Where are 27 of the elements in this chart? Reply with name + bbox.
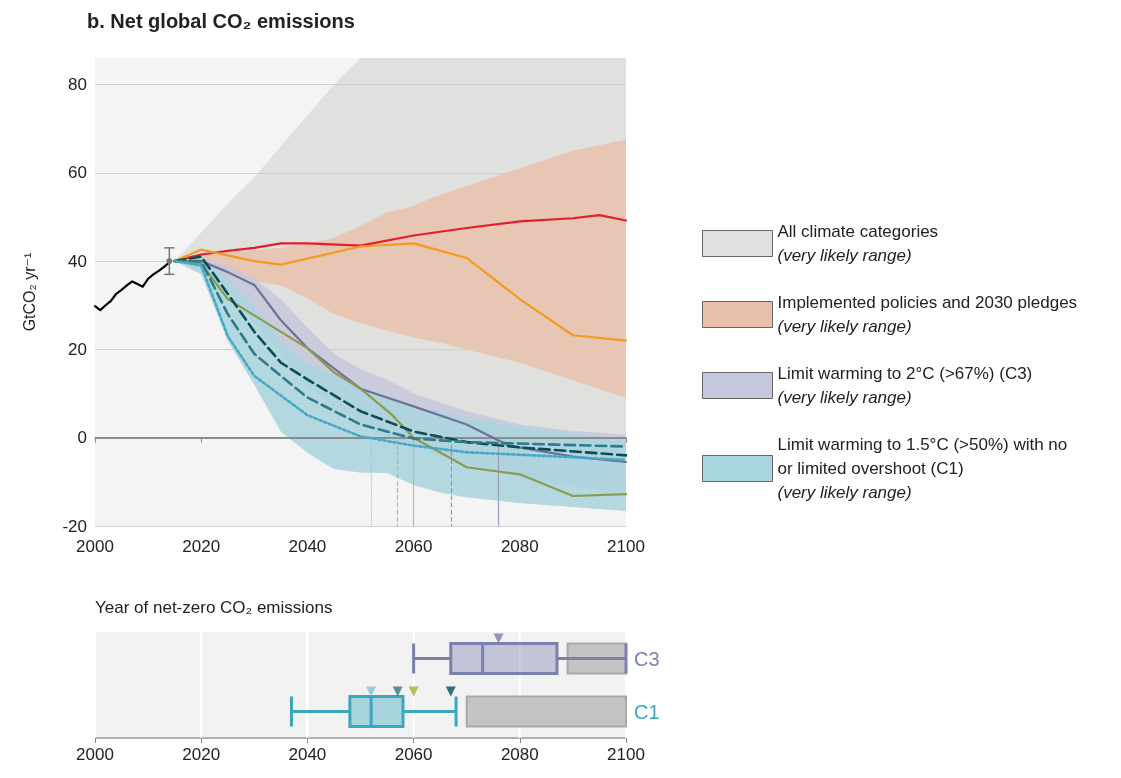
y-tick-label: 20	[68, 339, 87, 359]
y-tick-label: 60	[68, 163, 87, 183]
x-tick-label: 2000	[76, 537, 114, 556]
y-tick-label: C3	[634, 647, 660, 670]
legend-label: Limit warming to 2°C (>67%) (C3) (very likely range)	[777, 364, 1033, 407]
x-tick-label: 2040	[288, 537, 327, 556]
x-tick-label: 2020	[182, 537, 221, 556]
legend-label: All climate categories (very likely range)	[777, 222, 939, 265]
x-tick-label: 2060	[394, 537, 433, 556]
x-tick-label: 2100	[607, 745, 645, 764]
x-tick-label: 2080	[500, 745, 539, 764]
y-tick-label: 80	[68, 74, 87, 94]
y-tick-label: 0	[77, 428, 87, 448]
x-tick-label: 2060	[394, 745, 433, 764]
y-axis-title: GtCO₂ yr⁻¹	[20, 252, 38, 332]
chart-title: Year of net-zero CO₂ emissions	[95, 598, 333, 617]
x-tick-label: 2000	[76, 745, 114, 764]
y-tick-label: -20	[62, 516, 87, 536]
legend-label: Implemented policies and 2030 pledges (very likely range)	[777, 293, 1078, 336]
y-tick-label: 40	[68, 251, 87, 271]
x-tick-label: 2040	[288, 745, 327, 764]
chart-title: b. Net global CO₂ emissions	[87, 10, 355, 32]
legend-label: Limit warming to 1.5°C (>50%) with no or limited overshoot (C1) (very likely range)	[777, 435, 1068, 502]
y-tick-label: C1	[634, 700, 660, 723]
x-tick-label: 2100	[607, 537, 645, 556]
x-tick-label: 2080	[500, 537, 539, 556]
x-tick-label: 2020	[182, 745, 221, 764]
